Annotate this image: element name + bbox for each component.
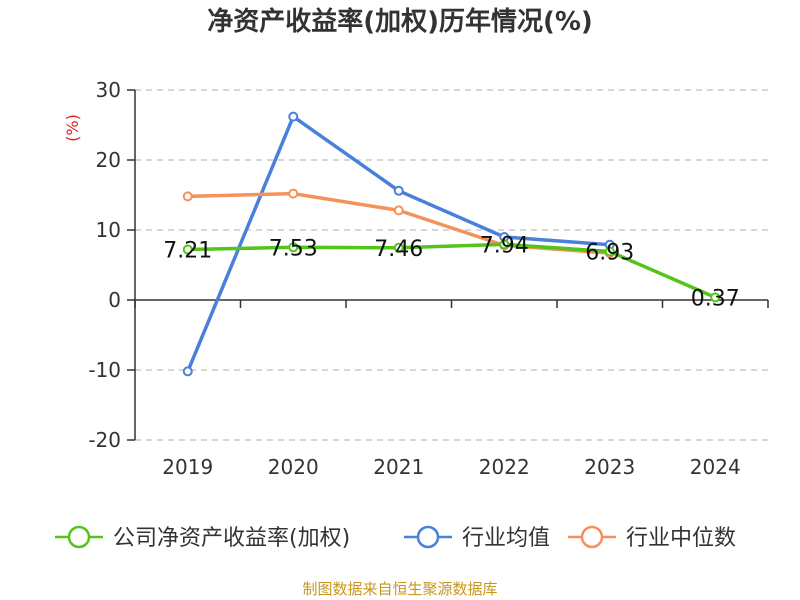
data-label-2022: 7.94: [480, 233, 529, 258]
source-note: 制图数据来自恒生聚源数据库: [302, 580, 498, 598]
chart-title: 净资产收益率(加权)历年情况(%): [207, 7, 593, 37]
x-tick-label-2019: 2019: [162, 455, 213, 479]
point-s0-5: [710, 292, 721, 303]
x-tick-label-2022: 2022: [479, 455, 530, 479]
legend-marker-1: [416, 525, 440, 549]
series-line-0: [187, 242, 716, 300]
x-tick-label-2021: 2021: [373, 455, 424, 479]
data-label-2021: 7.46: [374, 237, 423, 262]
data-label-2024: 0.37: [691, 286, 740, 311]
point-s2-0: [182, 191, 193, 202]
point-s1-1: [288, 111, 299, 122]
data-label-2023: 6.93: [585, 240, 634, 265]
axis-layer: 30 20 10 0 -10 -20 2019 2020 2021 2022 2023 2024: [88, 78, 769, 479]
point-s0-1: [288, 242, 299, 253]
x-tick-label-2024: 2024: [690, 455, 741, 479]
point-s0-2: [393, 242, 404, 253]
point-s1-0: [182, 366, 193, 377]
legend-label-0: 公司净资产收益率(加权): [113, 526, 350, 551]
label-layer: 7.21 7.53 7.46 7.94 6.93 0.37: [163, 233, 739, 311]
legend: 公司净资产收益率(加权) 行业均值 行业中位数: [55, 525, 736, 551]
x-tick-label-2020: 2020: [268, 455, 319, 479]
y-tick-label: 0: [108, 288, 121, 312]
y-tick-label: 10: [96, 218, 121, 242]
y-tick-label: -20: [88, 428, 121, 452]
point-s1-2: [393, 185, 404, 196]
point-s0-3: [499, 239, 510, 250]
x-tick-label-2023: 2023: [584, 455, 635, 479]
legend-marker-0: [67, 525, 91, 549]
data-label-2020: 7.53: [269, 236, 318, 261]
y-tick-label: 30: [96, 78, 121, 102]
legend-label-2: 行业中位数: [626, 526, 736, 551]
y-tick-label: 20: [96, 148, 121, 172]
legend-marker-2: [580, 525, 604, 549]
point-s0-0: [182, 244, 193, 255]
point-s2-2: [393, 205, 404, 216]
series-layer: [182, 111, 721, 377]
legend-label-1: 行业均值: [462, 526, 550, 551]
y-axis-label: (%): [63, 114, 82, 142]
point-s2-1: [288, 188, 299, 199]
data-label-2019: 7.21: [163, 239, 212, 264]
y-tick-label: -10: [88, 358, 121, 382]
point-s0-4: [604, 246, 615, 257]
